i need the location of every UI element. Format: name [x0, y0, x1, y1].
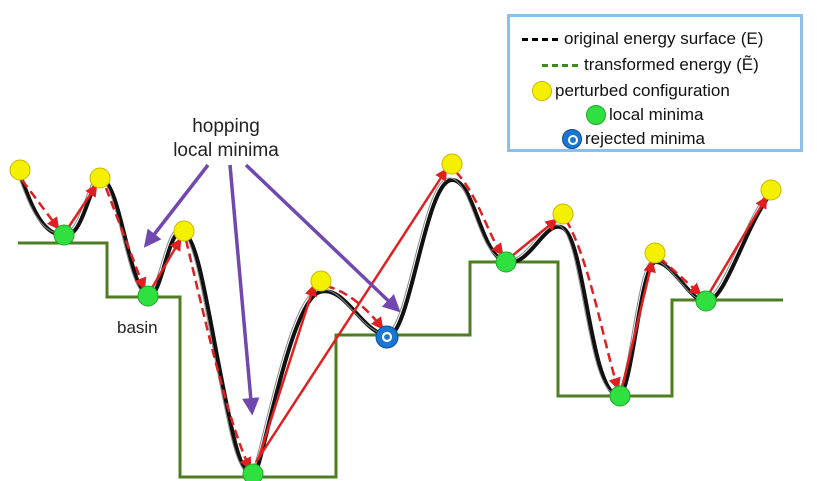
legend: original energy surface (E) transformed … [507, 14, 803, 152]
blue-dot-icon [562, 129, 582, 149]
hopping-label-line1: hopping [192, 116, 260, 137]
perturbed-point [310, 270, 332, 292]
legend-item-rejected: rejected minima [562, 127, 705, 151]
rejected-minimum [375, 325, 399, 349]
hop-arrows [21, 167, 768, 471]
callout-arrows [143, 163, 401, 416]
local-minima [53, 224, 717, 481]
legend-label-original: original energy surface (E) [564, 29, 764, 48]
legend-label-perturbed: perturbed configuration [555, 81, 730, 100]
perturbed-configurations [9, 153, 782, 292]
perturbed-point [644, 242, 666, 264]
perturbed-point [173, 220, 195, 242]
transformed-energy-staircase [18, 241, 783, 479]
legend-label-transformed: transformed energy (Ẽ) [584, 55, 759, 74]
local-minimum-point [495, 251, 517, 273]
legend-label-rejected: rejected minima [585, 129, 705, 148]
legend-item-transformed: transformed energy (Ẽ) [542, 53, 759, 77]
green-dot-icon [586, 105, 606, 125]
perturbed-point [441, 153, 463, 175]
legend-item-local-minima: local minima [586, 103, 703, 127]
local-minimum-point [609, 385, 631, 407]
legend-item-original: original energy surface (E) [522, 27, 763, 51]
perturbed-point [9, 159, 31, 181]
local-minimum-point [695, 290, 717, 312]
perturbed-point [89, 167, 111, 189]
legend-item-perturbed: perturbed configuration [532, 79, 730, 103]
perturbed-point [552, 203, 574, 225]
black-dash-icon [522, 37, 558, 41]
local-minimum-point [137, 285, 159, 307]
yellow-dot-icon [532, 81, 552, 101]
basin-label: basin [117, 318, 158, 337]
green-dash-icon [542, 63, 578, 67]
perturbed-point [760, 179, 782, 201]
legend-label-local-minima: local minima [609, 105, 704, 124]
local-minimum-point [53, 224, 75, 246]
local-minimum-point [242, 463, 264, 481]
hopping-label-line2: local minima [173, 140, 279, 161]
